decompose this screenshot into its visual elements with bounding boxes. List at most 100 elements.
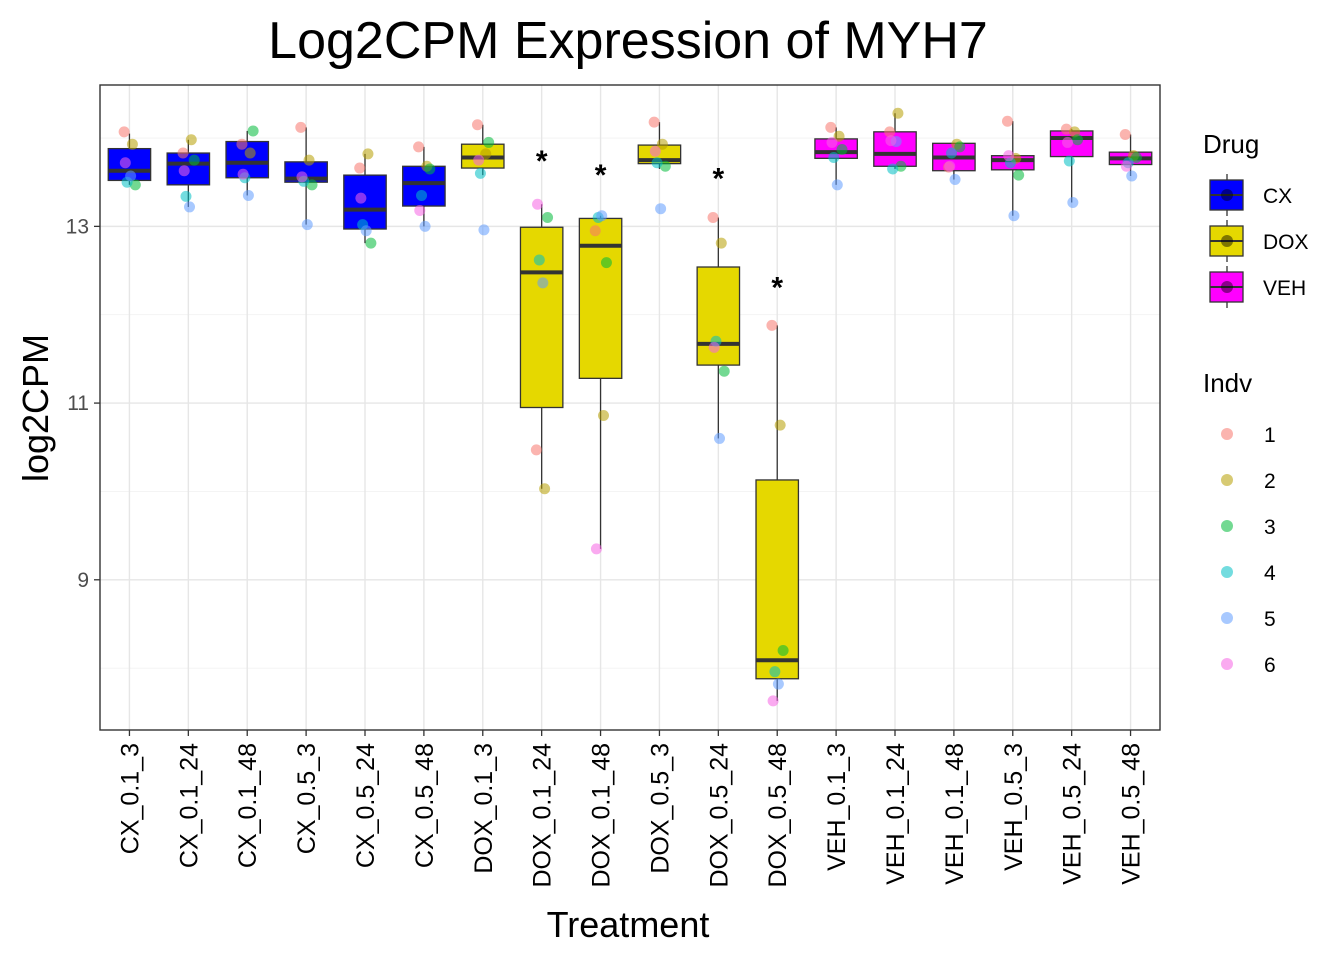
x-tick-label: CX_0.1_48	[234, 743, 262, 868]
data-point-indv-6	[414, 204, 426, 216]
data-point-indv-3	[659, 160, 671, 172]
data-point-indv-4	[887, 163, 899, 175]
legend-drug-title: Drug	[1203, 129, 1259, 159]
box-DOX_0.1_24	[519, 204, 564, 489]
legend-indv-label: 2	[1264, 470, 1276, 493]
box-CX_0.5_48	[402, 146, 446, 227]
legend-indv-2: 2	[1221, 470, 1276, 493]
grid	[100, 85, 1160, 730]
data-point-indv-6	[1003, 150, 1015, 162]
data-point-indv-3	[424, 163, 436, 175]
x-tick-label: CX_0.5_3	[293, 743, 321, 854]
legend-indv-6: 6	[1221, 654, 1276, 677]
legend: Drug Indv CX DOX VEH 1 2 3 4 5 6	[1203, 129, 1309, 677]
data-point-indv-2	[715, 237, 727, 249]
data-point-indv-4	[651, 157, 663, 169]
x-tick-label: DOX_0.5_48	[764, 743, 792, 888]
data-point-indv-1	[1001, 115, 1013, 127]
data-point-indv-6	[178, 165, 190, 177]
data-point-indv-6	[590, 543, 602, 555]
data-point-indv-3	[1013, 169, 1025, 181]
significance-star: *	[536, 145, 548, 178]
x-tick-label: DOX_0.1_48	[588, 743, 616, 888]
data-point-indv-3	[777, 644, 789, 656]
legend-drug-label: CX	[1263, 185, 1292, 208]
axes: 9 11 13 CX_0.1_3 CX_0.1_24 CX_0.1_48 CX_0.5_3 C…	[66, 215, 1146, 887]
box-VEH_0.1_24	[873, 113, 917, 169]
data-point-indv-1	[295, 121, 307, 133]
data-point-indv-6	[473, 154, 485, 166]
data-point-indv-5	[537, 277, 549, 289]
y-tick-label: 13	[66, 215, 89, 238]
data-point-indv-5	[301, 219, 313, 231]
box-body	[519, 226, 564, 409]
data-point-indv-1	[354, 162, 366, 174]
data-point-indv-1	[236, 138, 248, 150]
data-point-indv-6	[708, 341, 720, 353]
data-point-indv-4	[474, 167, 486, 179]
y-tick-label: 9	[77, 569, 89, 592]
legend-indv-label: 3	[1264, 516, 1276, 539]
data-point-indv-1	[1119, 128, 1131, 140]
significance-layer: * * * *	[536, 145, 784, 304]
data-point-indv-6	[885, 135, 897, 147]
data-point-indv-6	[296, 171, 308, 183]
data-point-indv-2	[598, 409, 609, 421]
data-point-indv-1	[471, 119, 483, 131]
y-tick-label: 11	[67, 392, 89, 415]
data-point-indv-1	[589, 225, 601, 237]
legend-key-point	[1221, 281, 1233, 293]
legend-indv-point	[1221, 428, 1233, 440]
x-axis-title: Treatment	[547, 904, 710, 945]
data-point-indv-6	[767, 695, 779, 707]
legend-key-point	[1221, 189, 1233, 201]
chart-title: Log2CPM Expression of MYH7	[268, 12, 988, 70]
legend-drug-label: VEH	[1263, 277, 1306, 300]
significance-star: *	[712, 163, 724, 196]
data-point-indv-5	[125, 170, 137, 182]
significance-star: *	[595, 159, 607, 192]
data-point-indv-5	[1008, 210, 1020, 222]
data-point-indv-5	[949, 174, 961, 186]
data-point-indv-3	[306, 179, 318, 191]
data-point-indv-3	[836, 144, 848, 155]
y-axis-title: log2CPM	[15, 334, 56, 482]
data-point-indv-2	[244, 147, 256, 159]
data-point-indv-4	[533, 254, 545, 266]
data-point-indv-2	[892, 107, 904, 119]
data-point-indv-1	[707, 212, 719, 224]
data-point-indv-5	[184, 201, 196, 213]
x-tick-label: DOX_0.1_3	[470, 743, 498, 874]
data-point-indv-3	[954, 141, 966, 153]
data-point-indv-3	[188, 154, 200, 166]
data-point-indv-2	[480, 148, 492, 160]
legend-indv-point	[1221, 474, 1233, 486]
box-body	[578, 217, 623, 379]
data-point-indv-5	[831, 179, 843, 191]
legend-drug-VEH: VEH	[1209, 266, 1306, 308]
data-point-indv-1	[648, 116, 660, 128]
x-tick-label: DOX_0.1_24	[529, 743, 557, 888]
data-point-indv-3	[365, 237, 377, 249]
legend-indv-3: 3	[1221, 516, 1276, 539]
box-VEH_0.5_3	[990, 121, 1035, 216]
legend-indv-5: 5	[1221, 608, 1276, 631]
x-tick-label: CX_0.5_48	[411, 743, 439, 868]
data-point-indv-6	[944, 160, 956, 172]
data-point-indv-1	[413, 141, 425, 153]
data-point-indv-3	[542, 212, 554, 224]
data-point-indv-1	[884, 126, 896, 138]
data-point-indv-6	[1120, 160, 1132, 172]
box-DOX_0.5_24	[696, 217, 741, 439]
legend-indv-label: 1	[1264, 424, 1276, 447]
x-tick-label: VEH_0.1_24	[882, 743, 910, 885]
data-point-indv-6	[649, 145, 661, 157]
data-point-indv-1	[177, 147, 189, 159]
x-tick-label: DOX_0.5_3	[646, 743, 674, 874]
data-point-indv-4	[416, 189, 428, 201]
x-tick-label: DOX_0.5_24	[705, 743, 733, 888]
x-tick-label: VEH_0.1_3	[823, 743, 851, 871]
data-point-indv-3	[1072, 134, 1084, 146]
legend-indv-label: 6	[1264, 654, 1276, 677]
